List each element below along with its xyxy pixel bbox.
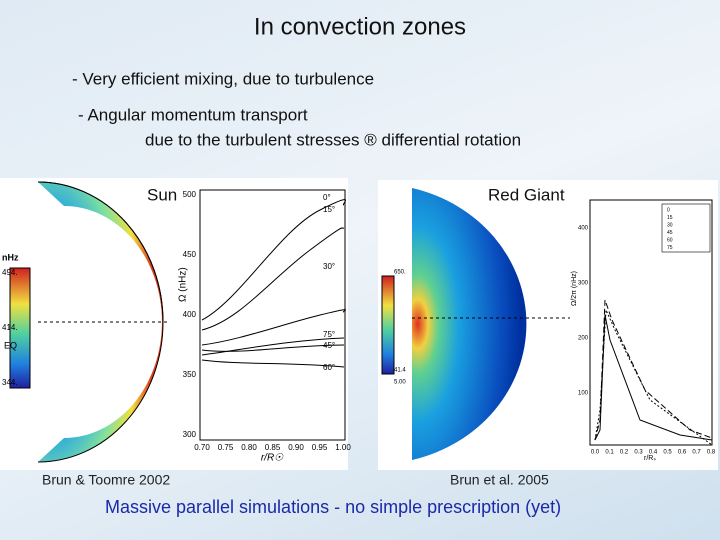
axis-label: r/Rₛ [644, 455, 656, 462]
colorbar-label: 5.00 [394, 380, 406, 386]
x-tick-label: 0.1 [605, 450, 614, 456]
axis-label: Ω/2π (nHz) [571, 271, 578, 306]
legend-entry: 0 [667, 207, 670, 213]
red-giant-label: Red Giant [488, 185, 565, 204]
colorbar-label: 41.4 [394, 368, 406, 374]
x-tick-label: 0.5 [663, 450, 672, 456]
x-tick-label: 0.85 [265, 443, 281, 452]
legend-entry: 60 [667, 237, 673, 243]
x-tick-label: 1.00 [335, 443, 351, 452]
title: In convection zones [254, 13, 466, 40]
y-tick-label: 400 [183, 310, 197, 319]
colorbar-label: 344. [2, 378, 18, 387]
y-tick-label: 100 [578, 391, 589, 397]
legend-entry: 15 [667, 215, 673, 221]
x-tick-label: 0.0 [591, 450, 600, 456]
x-tick-label: 0.2 [620, 450, 629, 456]
x-tick-label: 0.3 [634, 450, 643, 456]
curve-label: 45° [323, 341, 335, 350]
y-tick-label: 300 [578, 281, 589, 287]
x-tick-label: 0.95 [312, 443, 328, 452]
red-giant-figure [378, 180, 718, 470]
colorbar-label: 414. [2, 323, 18, 332]
curve-label: 60° [323, 363, 335, 372]
caption: Brun & Toomre 2002 [42, 472, 170, 488]
sun-label: Sun [147, 185, 177, 204]
axis-label: r/R☉ [261, 453, 284, 464]
x-tick-label: 0.70 [194, 443, 210, 452]
curve-label: 0° [323, 193, 331, 202]
x-tick-label: 0.4 [649, 450, 658, 456]
colorbar-label: 494. [2, 268, 18, 277]
curve-label: 75° [323, 330, 335, 339]
axis-label: Ω (nHz) [178, 267, 189, 302]
bullet: - Very efficient mixing, due to turbulen… [72, 69, 374, 88]
legend-entry: 45 [667, 230, 673, 236]
curve-label: 15° [323, 205, 335, 214]
x-tick-label: 0.6 [678, 450, 687, 456]
x-tick-label: 0.7 [692, 450, 701, 456]
caption: Brun et al. 2005 [450, 472, 549, 488]
y-tick-label: 200 [578, 336, 589, 342]
footer: Massive parallel simulations - no simple… [105, 497, 561, 517]
x-tick-label: 0.80 [241, 443, 257, 452]
legend-entry: 30 [667, 222, 673, 228]
x-tick-label: 0.90 [288, 443, 304, 452]
equator-label: EQ [4, 340, 17, 350]
x-tick-label: 0.8 [707, 450, 716, 456]
colorbar-label: 650. [394, 270, 406, 276]
y-tick-label: 500 [183, 190, 197, 199]
legend-entry: 75 [667, 245, 673, 251]
bullet-continuation: due to the turbulent stresses ® differen… [145, 130, 521, 149]
x-tick-label: 0.75 [218, 443, 234, 452]
bullet: - Angular momentum transport [78, 105, 308, 124]
y-tick-label: 300 [183, 430, 197, 439]
colorbar-unit: nHz [2, 252, 19, 262]
sun-figure [0, 178, 348, 470]
curve-label: 30° [323, 262, 335, 271]
y-tick-label: 400 [578, 226, 589, 232]
y-tick-label: 450 [183, 250, 197, 259]
y-tick-label: 350 [183, 370, 197, 379]
